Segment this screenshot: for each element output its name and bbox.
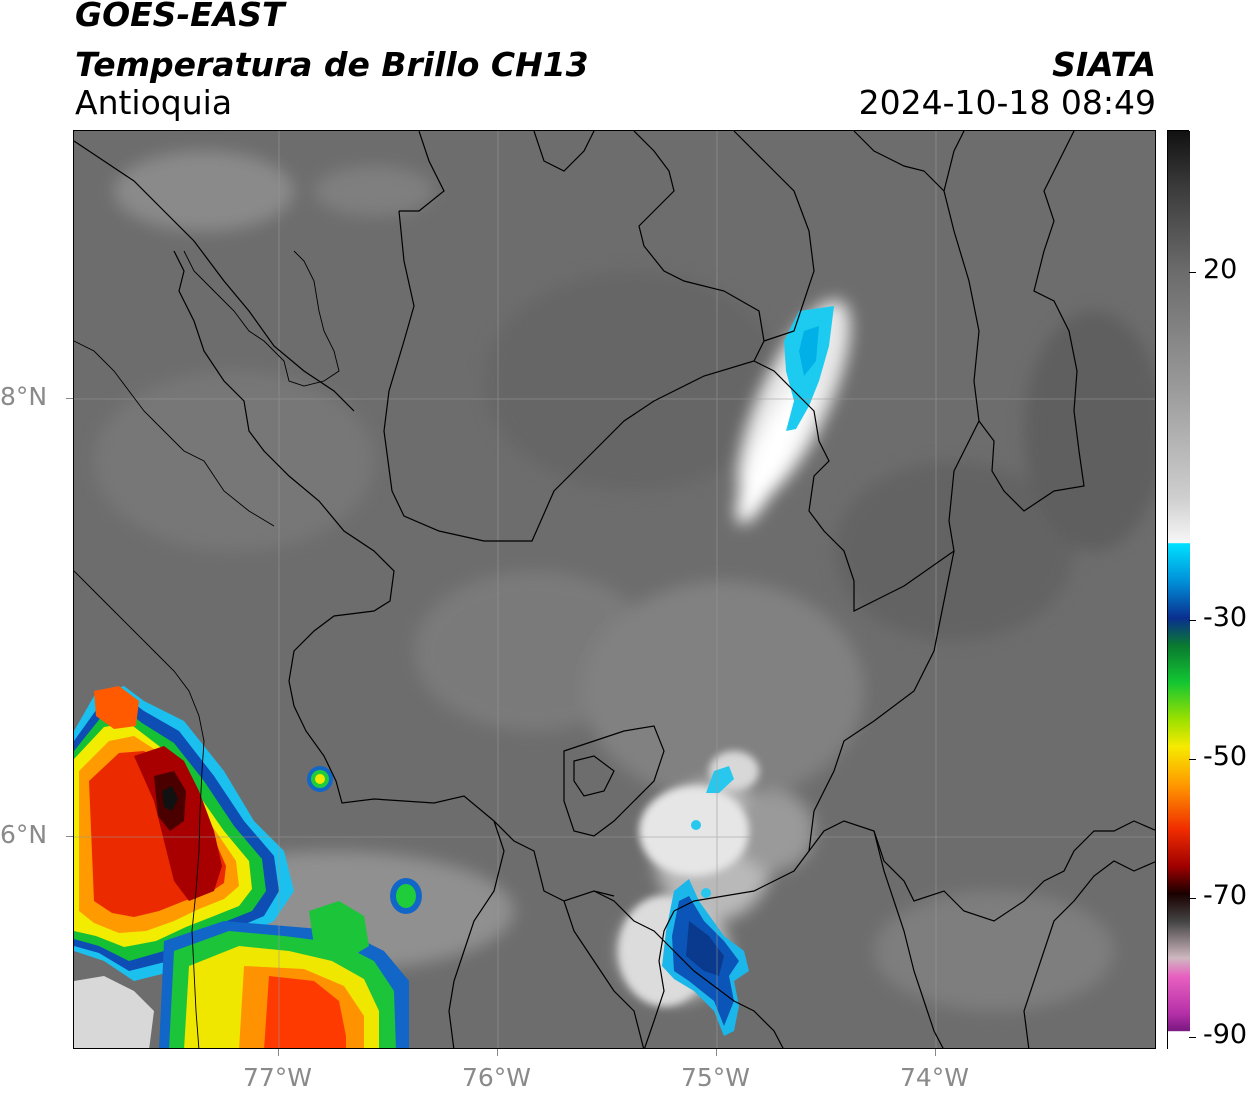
colorbar-label-20: 20: [1203, 254, 1238, 285]
temperature-colorbar: [1167, 130, 1190, 1050]
storm-cell-west-1: [307, 766, 333, 792]
lon-label-76w: 76°W: [462, 1063, 532, 1092]
lon-tick-74w: [935, 1049, 936, 1056]
colorbar-tick-20: [1189, 272, 1196, 273]
storm-cell-north: [784, 306, 834, 431]
satellite-title: GOES-EAST: [75, 0, 285, 34]
lat-label-6n: 6°N: [0, 820, 48, 849]
lon-label-74w: 74°W: [900, 1063, 970, 1092]
convective-system-southwest: [74, 686, 409, 1048]
lon-tick-76w: [497, 1049, 498, 1056]
lat-tick-6n: [66, 836, 73, 837]
lat-label-8n: 8°N: [0, 382, 48, 411]
colorbar-label-minus30: -30: [1203, 602, 1248, 633]
colorbar-gradient: [1168, 131, 1190, 1050]
colorbar-tick-minus50: [1189, 759, 1196, 760]
lat-tick-8n: [66, 398, 73, 399]
storm-cell-small: [691, 766, 734, 898]
organization-label: SIATA: [1052, 45, 1156, 84]
storm-cell-west-2: [390, 878, 422, 914]
lon-label-75w: 75°W: [681, 1063, 751, 1092]
satellite-map[interactable]: [73, 130, 1156, 1049]
colorbar-tick-minus70: [1189, 898, 1196, 899]
lon-label-77w: 77°W: [243, 1063, 313, 1092]
map-canvas: [74, 131, 1155, 1048]
colorbar-tick-minus30: [1189, 620, 1196, 621]
datetime-label: 2024-10-18 08:49: [858, 83, 1156, 122]
colorbar-label-minus70: -70: [1203, 880, 1248, 911]
region-label: Antioquia: [75, 83, 233, 122]
colorbar-tick-minus90: [1189, 1037, 1196, 1038]
colorbar-label-minus90: -90: [1203, 1019, 1248, 1050]
lon-tick-77w: [278, 1049, 279, 1056]
lon-tick-75w: [716, 1049, 717, 1056]
coastline: [74, 250, 340, 1048]
administrative-borders: [74, 131, 1155, 1048]
product-title: Temperatura de Brillo CH13: [75, 45, 589, 84]
colorbar-label-minus50: -50: [1203, 741, 1248, 772]
storm-cell-south: [662, 879, 749, 1036]
